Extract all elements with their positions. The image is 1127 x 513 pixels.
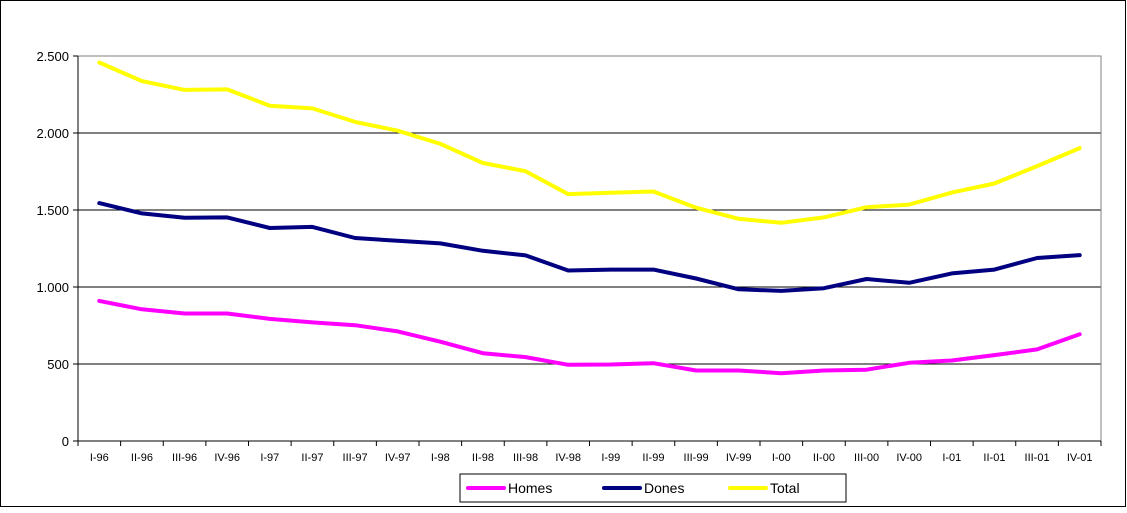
x-tick-label: III-99 [684,452,709,464]
y-tick-label: 1.000 [36,280,69,295]
x-tick-label: I-99 [601,452,620,464]
y-tick-label: 2.500 [36,49,69,64]
legend: Homes Dones Total [459,473,847,503]
x-tick-label: I-00 [772,452,791,464]
x-tick-label: II-99 [642,452,664,464]
x-tick-label: IV-98 [555,452,581,464]
x-tick-label: II-97 [301,452,323,464]
series-line-total [97,60,1082,225]
x-tick-label: II-01 [983,452,1005,464]
x-tick-label: I-98 [431,452,450,464]
y-tick-label: 0 [62,434,69,449]
x-tick-label: IV-00 [896,452,922,464]
x-tick-label: IV-99 [726,452,752,464]
legend-label-dones: Dones [644,480,684,496]
x-tick-label: III-00 [854,452,879,464]
x-axis-tick-labels: I-96 II-96 III-96 IV-96 I-97 II-97 III-97 IV-97… [90,452,1093,464]
x-tick-label: II-98 [472,452,494,464]
x-tick-label: IV-97 [385,452,411,464]
legend-label-homes: Homes [508,480,552,496]
series-lines [97,60,1082,376]
x-tick-label: I-01 [942,452,961,464]
x-tick-label: II-96 [131,452,153,464]
x-tick-label: III-98 [513,452,538,464]
x-tick-label: III-96 [172,452,197,464]
x-tick-label: III-01 [1025,452,1050,464]
series-line-homes [97,298,1082,376]
x-tick-label: I-97 [260,452,279,464]
y-tick-label: 500 [47,357,69,372]
y-axis-tick-labels: 0 500 1.000 1.500 2.000 2.500 [36,49,69,449]
x-tick-label: IV-96 [214,452,240,464]
y-tick-label: 1.500 [36,203,69,218]
x-tick-label: I-96 [90,452,109,464]
y-tick-label: 2.000 [36,126,69,141]
x-tick-label: IV-01 [1067,452,1093,464]
x-tick-label: III-97 [343,452,368,464]
legend-label-total: Total [770,480,800,496]
x-tick-label: II-00 [813,452,835,464]
series-line-dones [97,201,1082,293]
axes [73,55,1102,446]
legend-box [459,473,847,503]
